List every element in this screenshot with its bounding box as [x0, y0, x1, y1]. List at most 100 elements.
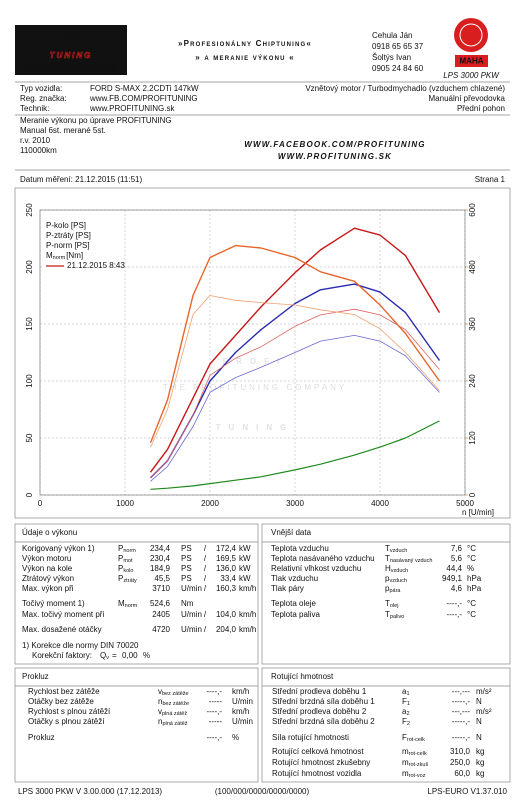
table-cell: hPa [467, 584, 482, 593]
vehicle-label: Reg. značka: [20, 94, 67, 103]
table-cell: % [467, 564, 474, 573]
table-symbol: F1 [402, 697, 410, 707]
legend-entry: P-ztráty [PS] [46, 231, 91, 240]
table-cell: kW [239, 564, 251, 573]
table-cell: ---,--- [452, 707, 471, 716]
table-cell: Rotující hmotnost vozidla [272, 769, 362, 778]
series-line [149, 244, 441, 444]
table-cell: Síla rotující hmotnosti [272, 733, 349, 742]
table-cell: Točivý moment 1) [22, 599, 85, 608]
series-line [150, 420, 440, 490]
table-cell: kg [476, 747, 484, 756]
table-symbol: mrot-celk [402, 747, 427, 757]
table-symbol: Pztráty [118, 574, 137, 584]
table-cell: 204,0 [216, 625, 237, 634]
table-cell: ---,--- [452, 687, 471, 696]
vehicle-label: Typ vozidla: [20, 84, 62, 93]
table-cell: Nm [181, 599, 194, 608]
table-cell: Prokluz [28, 733, 55, 742]
y-tick-label: 50 [25, 433, 34, 442]
vehicle-value: www.FB.COM/PROFITUNING [89, 94, 198, 103]
table-cell: °C [467, 610, 476, 619]
y2-tick-label: 0 [468, 492, 477, 497]
y-tick-label: 150 [25, 317, 34, 331]
symbol-main: P [118, 554, 123, 563]
table-cell: 524,6 [150, 599, 171, 608]
vehicle-label: Technik: [20, 104, 49, 113]
table-cell: Otáčky s plnou zátěží [28, 717, 105, 726]
symbol-main: M [118, 599, 125, 608]
table-cell: Střední brzdná síla doběhu 2 [272, 717, 375, 726]
table-symbol: mrot-voz [402, 769, 426, 779]
table-cell: km/h [232, 707, 249, 716]
table-cell: N [476, 733, 482, 742]
table-symbol: mrot-zkuš [402, 758, 428, 768]
x-tick-label: 0 [38, 499, 43, 508]
symbol-sub: plná zátěž [162, 711, 187, 717]
series-line [150, 295, 440, 448]
symbol-sub: olej [390, 603, 399, 609]
table-cell: 45,5 [154, 574, 170, 583]
note-line: Meranie výkonu po úprave PROFITUNING [20, 116, 172, 125]
table-cell: U/min [232, 717, 253, 726]
table-cell: N [476, 697, 482, 706]
section-title: Rotující hmotnost [271, 672, 334, 681]
table-cell: ----- [209, 717, 223, 726]
rotating-box [261, 667, 511, 783]
badge-brand-box [455, 55, 488, 67]
table-cell: Otáčky bez zátěže [28, 697, 94, 706]
symbol-sub: vzduch [391, 568, 408, 574]
table-cell: kW [239, 574, 251, 583]
legend-name-sub: norm [53, 255, 66, 261]
table-cell: % [232, 733, 239, 742]
measurement-date: Datum měření: 21.12.2015 (11:51) [20, 175, 142, 184]
table-cell: Střední brzdná síla doběhu 1 [272, 697, 375, 706]
footer-center: (100/000/0000/0000/0000) [215, 787, 310, 796]
table-cell: °C [467, 554, 476, 563]
symbol-sub: pára [389, 588, 401, 594]
vehicle-spec: Manuální převodovka [429, 94, 506, 103]
symbol-sub: vzduch [389, 578, 406, 584]
table-cell: kg [476, 769, 484, 778]
table-symbol: Hvzduch [385, 564, 408, 574]
table-cell: Tlak páry [271, 584, 304, 593]
legend-name: P-ztráty [PS] [46, 231, 91, 240]
table-cell: Střední prodleva doběhu 2 [272, 707, 367, 716]
table-cell: ----,- [206, 707, 222, 716]
symbol-main: m [402, 758, 409, 767]
symbol-main: v [158, 707, 162, 716]
legend-unit: [Nm] [66, 251, 83, 260]
page-number: Strana 1 [475, 175, 506, 184]
symbol-main: p [385, 584, 390, 593]
symbol-sub: norm [125, 603, 138, 609]
table-cell: Max. dosažené otáčky [22, 625, 102, 634]
table-cell: °C [467, 599, 476, 608]
logo-line2: TUNING [50, 51, 93, 60]
x-tick-label: 4000 [371, 499, 389, 508]
table-cell: km/h [239, 584, 256, 593]
table-cell: U/min [181, 625, 202, 634]
watermark: THE PROFITUNING COMPANY [163, 383, 347, 392]
symbol-main: T [385, 599, 390, 608]
table-cell: Korigovaný výkon 1) [22, 544, 95, 553]
table-cell: ----,- [206, 687, 222, 696]
symbol-sub: rot-celk [409, 751, 427, 757]
table-cell: °C [467, 544, 476, 553]
link-line: WWW.FACEBOOK.COM/PROFITUNING [244, 140, 425, 149]
table-cell: -----,- [452, 697, 471, 706]
symbol-sub: kolo [123, 568, 133, 574]
symbol-main: P [118, 574, 123, 583]
table-cell: Rotující hmotnost zkušebny [272, 758, 370, 767]
symbol-main: P [118, 544, 123, 553]
symbol-main: a [402, 707, 407, 716]
table-symbol: Tvzduch [385, 544, 407, 554]
table-cell: 60,0 [454, 769, 470, 778]
table-cell: 33,4 [220, 574, 236, 583]
section-title: Prokluz [22, 672, 49, 681]
table-cell: ----,- [206, 733, 222, 742]
table-cell: 172,4 [216, 544, 237, 553]
table-cell: Rychlost bez zátěže [28, 687, 100, 696]
vehicle-value: FORD S-MAX 2.2CDTi 147kW [90, 84, 199, 93]
symbol-main: T [385, 544, 390, 553]
